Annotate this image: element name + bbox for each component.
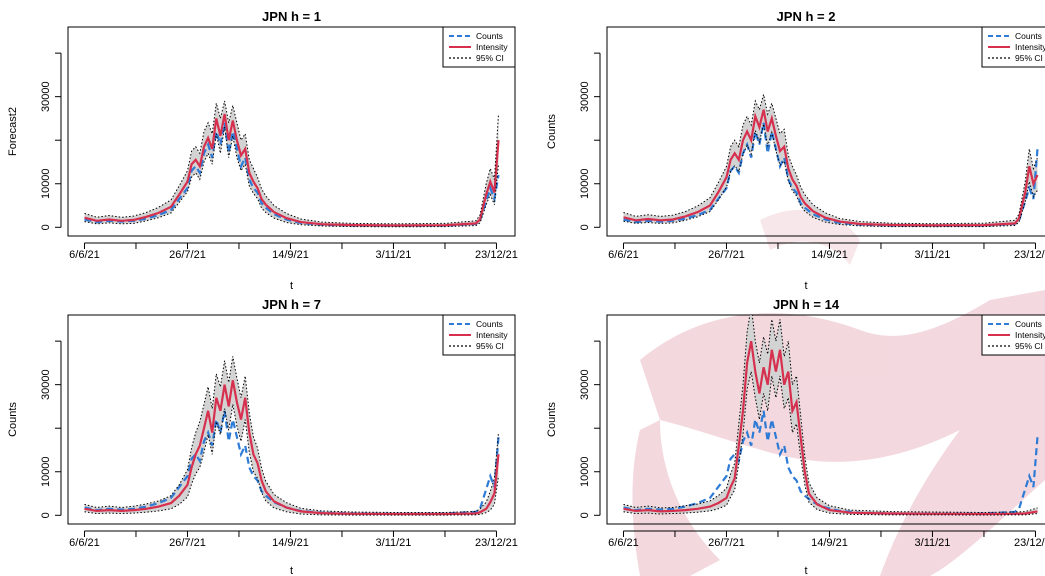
y-axis-label: Counts	[7, 402, 19, 437]
x-tick-label: 14/9/21	[272, 537, 309, 549]
x-tick-label: 3/11/21	[915, 537, 951, 549]
x-tick-label: 3/11/21	[376, 249, 412, 261]
legend-label: Counts	[1015, 31, 1042, 41]
legend-label: Intensity	[1015, 330, 1045, 340]
series-intensity-line	[623, 340, 1038, 516]
x-tick-label: 14/9/21	[272, 249, 309, 261]
series-counts-line	[84, 122, 500, 227]
y-axis-label: Counts	[546, 402, 558, 437]
y-tick-label: 10000	[579, 456, 591, 487]
plot-area	[84, 356, 500, 516]
x-tick-label: 26/7/21	[169, 249, 206, 261]
x-tick-label: 23/12/21	[1014, 537, 1045, 549]
background-watermark	[632, 209, 1045, 576]
legend-label: Intensity	[1015, 42, 1045, 52]
x-tick-label: 3/11/21	[376, 537, 412, 549]
x-tick-label: 6/6/21	[69, 537, 100, 549]
y-axis-label: Counts	[546, 114, 558, 149]
ci-band-fill	[84, 101, 499, 227]
chart-title: JPN h = 1	[262, 9, 321, 24]
series-intensity-line	[84, 380, 500, 516]
x-tick-label: 6/6/21	[608, 249, 639, 261]
legend-label: Counts	[1015, 319, 1042, 329]
x-tick-label: 26/7/21	[169, 537, 206, 549]
x-tick-label: 26/7/21	[708, 249, 745, 261]
chart-panel-1: JPN h = 1 Forecast2 t 6/6/21 26/7/21 14/9/21 3…	[7, 9, 518, 292]
series-intensity-line	[623, 109, 1039, 227]
x-tick-label: 6/6/21	[69, 249, 100, 261]
legend-box	[981, 26, 1045, 68]
legend-label: Intensity	[476, 330, 508, 340]
chart-panel-3: JPN h = 7 Counts t 6/6/21 26/7/21 14/9/21 3/11…	[7, 297, 518, 576]
ci-upper-line	[84, 356, 499, 513]
y-tick-label: 0	[579, 512, 591, 518]
x-tick-label: 6/6/21	[608, 537, 639, 549]
plot-area	[623, 315, 1039, 516]
x-axis-label: t	[804, 280, 807, 292]
plot-area	[84, 100, 500, 228]
y-axis-label: Forecast2	[7, 107, 19, 156]
y-tick-label: 10000	[40, 456, 52, 487]
plot-area	[623, 94, 1039, 228]
x-tick-label: 3/11/21	[915, 249, 951, 261]
y-tick-label: 10000	[579, 168, 591, 199]
y-tick-label: 0	[40, 224, 52, 230]
ci-lower-line	[84, 404, 499, 516]
chart-panel-2: JPN h = 2 Counts t 6/6/21 26/7/21 14/9/21 3/11…	[546, 9, 1045, 292]
plot-frame	[67, 314, 516, 525]
legend-label: 95% CI	[1015, 53, 1043, 63]
x-tick-label: 23/12/21	[475, 249, 518, 261]
series-counts-line	[623, 122, 1039, 227]
y-tick-label: 0	[579, 224, 591, 230]
ci-upper-line	[84, 100, 499, 225]
ci-band-fill	[623, 94, 1038, 227]
y-tick-label: 30000	[579, 81, 591, 112]
x-axis-label: t	[804, 565, 807, 576]
chart-title: JPN h = 2	[777, 9, 836, 24]
y-tick-label: 10000	[40, 168, 52, 199]
ci-lower-line	[623, 123, 1038, 228]
y-tick-label: 30000	[40, 81, 52, 112]
x-tick-label: 23/12/21	[1014, 249, 1045, 261]
ci-lower-line	[623, 371, 1038, 516]
chart-title: JPN h = 7	[262, 297, 321, 312]
x-tick-label: 14/9/21	[811, 249, 848, 261]
chart-title: JPN h = 14	[773, 297, 840, 312]
legend-label: Intensity	[476, 42, 508, 52]
x-tick-label: 26/7/21	[708, 537, 745, 549]
legend-label: 95% CI	[476, 53, 504, 63]
x-tick-label: 14/9/21	[811, 537, 848, 549]
x-axis-label: t	[290, 565, 293, 576]
x-axis-label: t	[290, 280, 293, 292]
legend-label: 95% CI	[1015, 341, 1043, 351]
x-tick-label: 23/12/21	[475, 537, 518, 549]
plot-frame	[606, 26, 1045, 237]
legend-label: Counts	[476, 319, 503, 329]
series-intensity-line	[84, 113, 500, 227]
legend-label: Counts	[476, 31, 503, 41]
chart-panel-4: JPN h = 14 Counts t 6/6/21 26/7/21 14/9/21 3/1…	[546, 297, 1045, 576]
y-tick-label: 30000	[579, 369, 591, 400]
y-tick-label: 0	[40, 512, 52, 518]
series-counts-line	[84, 410, 500, 515]
ci-upper-line	[623, 94, 1038, 225]
plot-frame	[67, 26, 516, 237]
plot-frame	[606, 314, 1045, 525]
legend-label: 95% CI	[476, 341, 504, 351]
ci-band-fill	[84, 356, 499, 516]
y-tick-label: 30000	[40, 369, 52, 400]
